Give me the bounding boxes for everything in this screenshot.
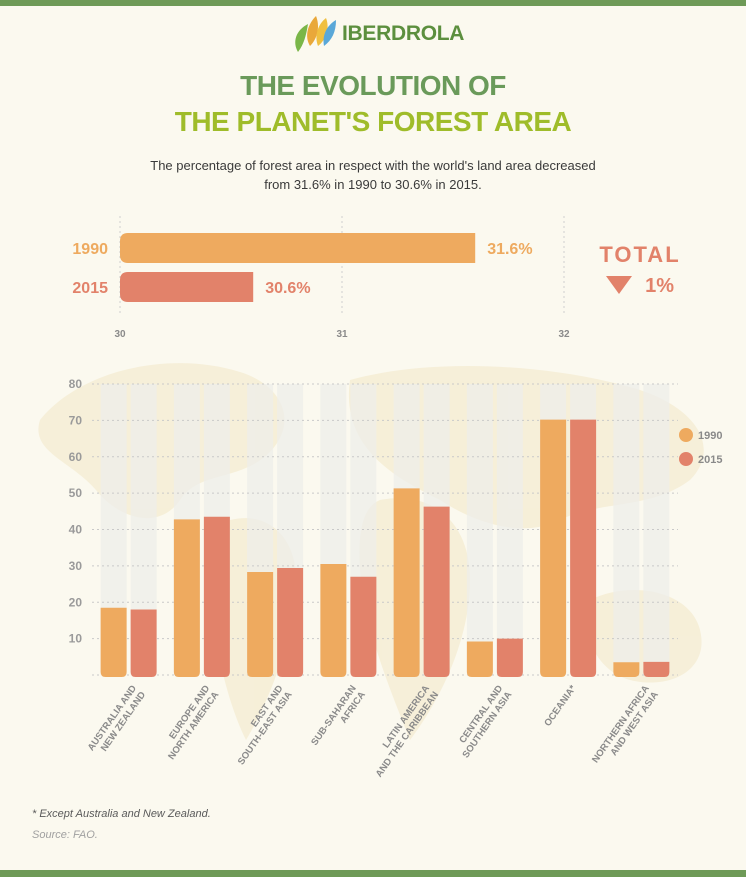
bar-1990 xyxy=(100,607,127,677)
category-label: CENTRAL ANDSOUTHERN ASIA xyxy=(451,683,514,760)
top-band xyxy=(0,0,746,6)
category-label: NORTHERN AFRICAAND WEST ASIA xyxy=(590,683,661,771)
category-label: AUSTRALIA ANDNEW ZEALAND xyxy=(86,683,148,759)
total-value: 1% xyxy=(645,275,674,297)
bar-2015 xyxy=(203,516,230,677)
title-line1: THE EVOLUTION OF xyxy=(240,70,506,101)
y-tick-label: 10 xyxy=(69,632,83,646)
legend-swatch-1990 xyxy=(679,428,693,442)
bar-value-label: 31.6% xyxy=(487,241,532,258)
bar-category-label: 1990 xyxy=(72,241,108,258)
subtitle: The percentage of forest area in respect… xyxy=(0,156,746,194)
subtitle-line2: from 31.6% in 1990 to 30.6% in 2015. xyxy=(264,177,482,192)
bar-1990 xyxy=(247,572,274,677)
bar-2015 xyxy=(277,568,304,677)
x-tick-label: 30 xyxy=(114,329,126,340)
category-label: EUROPE ANDNORTH AMERICA xyxy=(157,683,221,762)
bar-2015 xyxy=(496,638,523,677)
y-tick-label: 60 xyxy=(69,450,83,464)
title-line2: THE PLANET'S FOREST AREA xyxy=(174,106,572,137)
bar-1990 xyxy=(320,564,347,677)
y-tick-label: 20 xyxy=(69,595,83,609)
subtitle-line1: The percentage of forest area in respect… xyxy=(150,158,596,173)
bar-2015 xyxy=(130,609,157,677)
down-triangle-icon xyxy=(606,276,632,294)
bar-1990 xyxy=(466,641,493,677)
x-tick-label: 32 xyxy=(558,329,570,340)
x-tick-label: 31 xyxy=(336,329,348,340)
bar-1990 xyxy=(393,488,420,677)
bar-category-label: 2015 xyxy=(72,280,108,297)
bar-2015 xyxy=(423,506,450,677)
bar-2015 xyxy=(570,419,597,677)
total-bar-2015 xyxy=(120,272,254,302)
bar-1990 xyxy=(540,419,567,677)
y-tick-label: 30 xyxy=(69,559,83,573)
total-bar-1990 xyxy=(120,233,476,263)
bottom-band xyxy=(0,870,746,877)
bar-value-label: 30.6% xyxy=(265,280,310,297)
bar-1990 xyxy=(173,519,200,677)
bar-2015 xyxy=(350,576,377,677)
brand-logo: IBERDROLA xyxy=(292,14,464,54)
category-label: SUB-SAHARANAFRICA xyxy=(309,683,368,754)
brand-name: IBERDROLA xyxy=(342,22,465,45)
bar-1990 xyxy=(613,662,640,677)
legend-label: 1990 xyxy=(698,430,722,442)
legend-label: 2015 xyxy=(698,454,722,466)
y-tick-label: 40 xyxy=(69,523,83,537)
source-note: Source: FAO. xyxy=(32,829,98,841)
legend-swatch-2015 xyxy=(679,452,693,466)
leaf-drops-icon xyxy=(295,16,336,52)
y-tick-label: 80 xyxy=(69,377,83,391)
category-label: OCEANIA* xyxy=(542,683,578,728)
y-tick-label: 70 xyxy=(69,413,83,427)
total-label: TOTAL xyxy=(599,242,680,267)
bar-2015 xyxy=(643,661,670,677)
y-tick-label: 50 xyxy=(69,486,83,500)
footnote: * Except Australia and New Zealand. xyxy=(32,808,211,820)
category-label-line: OCEANIA* xyxy=(542,683,578,728)
